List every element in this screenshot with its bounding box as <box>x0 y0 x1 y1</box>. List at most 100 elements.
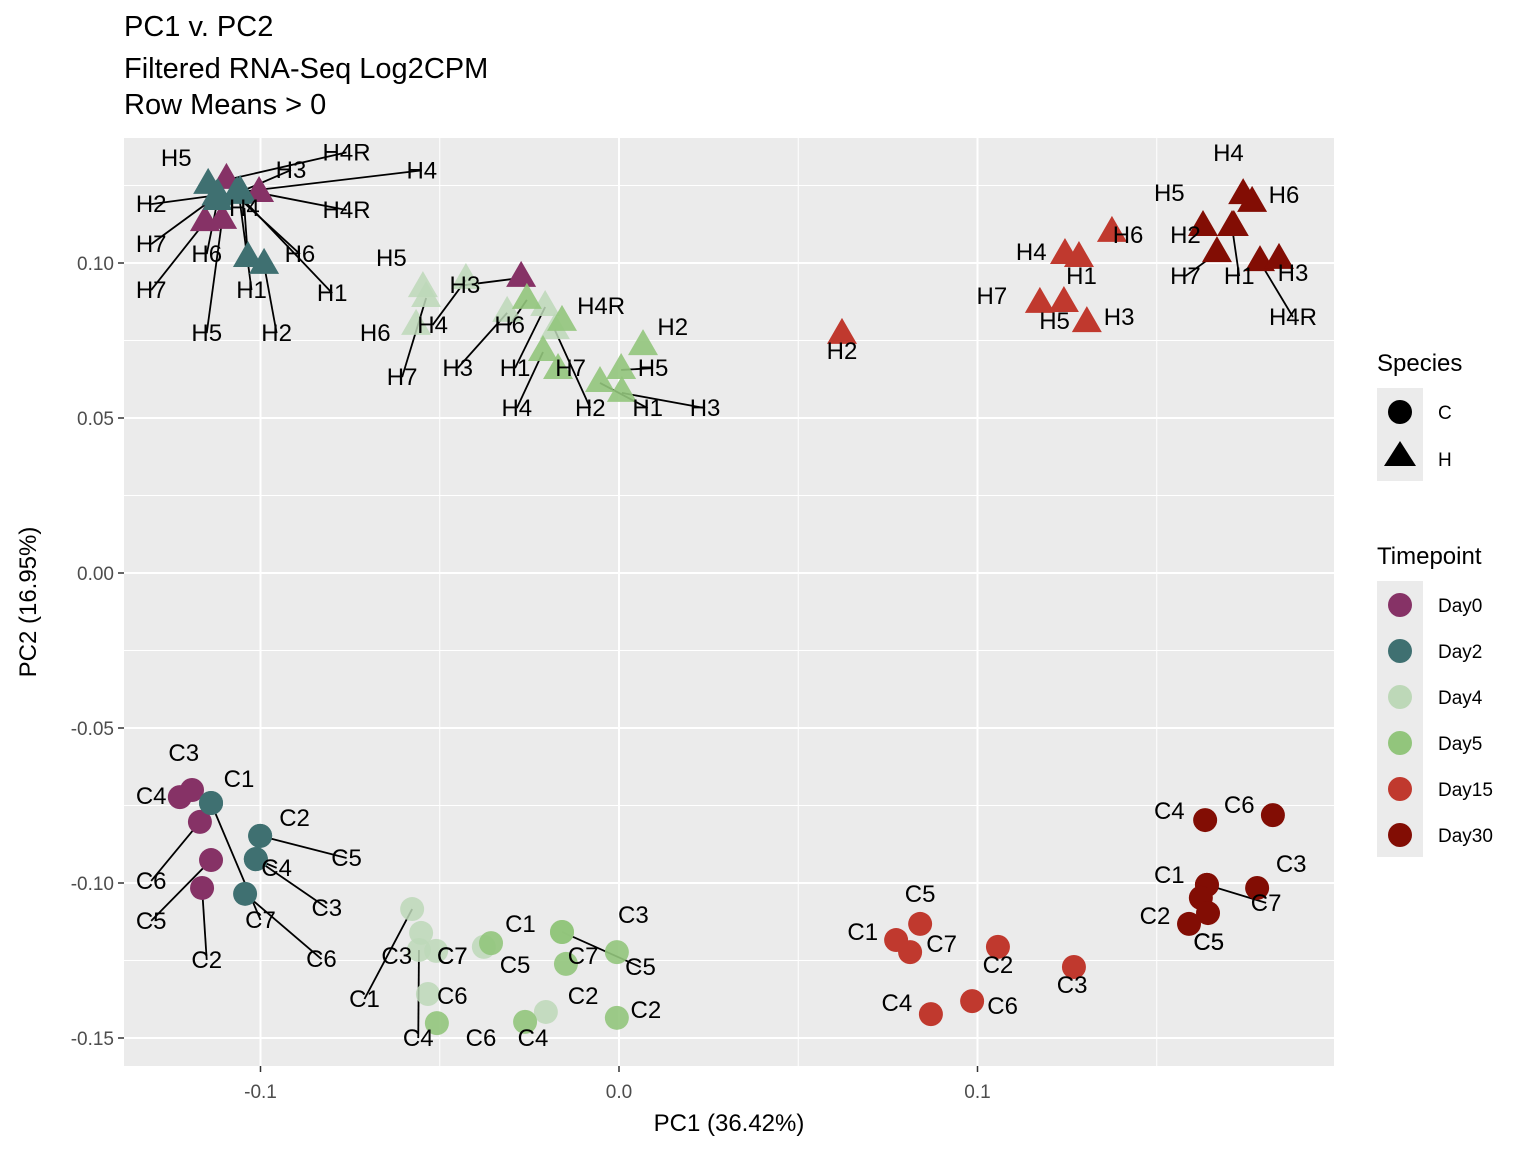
label-segment <box>244 893 323 960</box>
label-segment <box>150 821 201 882</box>
point-label: H3 <box>442 355 473 382</box>
point-day4-c4 <box>406 937 431 962</box>
point-day30-c6 <box>1260 803 1285 828</box>
point-label: H3 <box>276 157 307 184</box>
label-segment <box>238 194 253 291</box>
point-label: C7 <box>926 931 957 958</box>
point-day5-c5 <box>549 919 574 944</box>
legend-label-day4: Day4 <box>1438 688 1483 709</box>
point-label: H7 <box>1170 263 1201 290</box>
point-label: C1 <box>349 986 380 1013</box>
point-label: C1 <box>1154 862 1185 889</box>
point-label: H6 <box>285 241 316 268</box>
point-label: H2 <box>261 320 292 347</box>
label-segment <box>363 908 413 1000</box>
point-label: H6 <box>191 241 222 268</box>
label-segment <box>205 219 224 334</box>
point-label: C7 <box>437 943 468 970</box>
point-day5-c7 <box>479 931 504 956</box>
legend-key-day15-icon <box>1388 777 1412 801</box>
point-label: C5 <box>500 952 531 979</box>
point-day4-h4 <box>450 263 481 290</box>
y-tick-label: 0.10 <box>77 254 114 275</box>
point-day15-c2 <box>985 934 1010 959</box>
point-day2-h4 <box>232 241 263 268</box>
x-tick-label: -0.1 <box>244 1082 277 1103</box>
point-label: C7 <box>437 943 468 970</box>
point-day5-c7 <box>553 951 578 976</box>
major-gridlines <box>124 138 1334 1066</box>
point-label: C3 <box>311 895 342 922</box>
point-day15-h6 <box>1096 215 1127 242</box>
point-day2-c6 <box>233 881 258 906</box>
point-label: C5 <box>905 881 936 908</box>
point-label: C4 <box>518 1025 549 1052</box>
point-label: H2 <box>575 395 606 422</box>
label-segment <box>263 264 278 334</box>
point-day15-c4 <box>918 1002 943 1027</box>
point-day30-c2 <box>1177 911 1202 936</box>
x-tick-label: 0.0 <box>606 1082 632 1103</box>
point-label: C1 <box>224 766 255 793</box>
point-label: H5 <box>1154 180 1185 207</box>
point-label: C6 <box>136 868 167 895</box>
title-line-2: Filtered RNA-Seq Log2CPM <box>124 53 488 85</box>
x-tick-label: 0.1 <box>964 1082 990 1103</box>
point-day30-h7 <box>1201 236 1232 263</box>
point-day15-h1 <box>1063 241 1094 268</box>
point-day5-h6 <box>511 282 542 309</box>
legend-label-day2: Day2 <box>1438 642 1482 663</box>
legend-key-day2-icon <box>1388 639 1412 663</box>
point-day30-c4 <box>1193 808 1218 833</box>
point-label: C4 <box>403 1025 434 1052</box>
point-label: H4R <box>323 197 371 224</box>
point-label: C2 <box>983 952 1014 979</box>
point-label: H7 <box>136 277 167 304</box>
point-label: H1 <box>1066 263 1097 290</box>
point-label: C7 <box>245 907 276 934</box>
point-day30-h3 <box>1263 242 1294 269</box>
legend-species-h: H <box>1438 450 1452 471</box>
point-day30-h5 <box>1187 210 1218 237</box>
point-label: H4 <box>1016 239 1047 266</box>
label-segment <box>201 887 208 960</box>
point-day30-h1 <box>1217 210 1248 237</box>
point-label: H4 <box>229 195 260 222</box>
point-label: H2 <box>1170 222 1201 249</box>
label-segment <box>258 192 347 211</box>
point-day5-c3 <box>604 940 629 965</box>
point-label: H4 <box>501 395 532 422</box>
legend-timepoint: Timepoint Day0 Day2 Day4 Day5 Day15 Day30 <box>1377 543 1493 857</box>
legend-species-title: Species <box>1377 350 1462 377</box>
point-day4-h7 <box>411 281 442 308</box>
point-day15-c3 <box>1061 955 1086 980</box>
point-label: C2 <box>191 947 222 974</box>
point-day5-h2 <box>628 329 659 356</box>
point-day2-c5 <box>248 823 273 848</box>
point-day2-h6 <box>202 184 233 210</box>
legend-circle-icon <box>1388 400 1412 424</box>
point-day15-c5 <box>908 911 933 936</box>
plot-panel <box>124 138 1334 1066</box>
y-axis: 0.10 0.05 0.00 -0.05 -0.10 -0.15 <box>71 254 124 1050</box>
point-day5-h3 <box>606 375 637 402</box>
point-label: H5 <box>638 355 669 382</box>
legend-key-day4-icon <box>1388 685 1412 709</box>
point-day15-c7 <box>898 940 923 965</box>
y-tick-label: -0.05 <box>71 719 114 740</box>
point-day5-h4 <box>527 334 558 361</box>
point-label: C3 <box>1057 972 1088 999</box>
legend-key-day5-icon <box>1388 731 1412 755</box>
point-label: H6 <box>1269 182 1300 209</box>
point-label: H4 <box>1213 140 1244 167</box>
point-label: H2 <box>136 191 167 218</box>
legend-label-day5: Day5 <box>1438 734 1482 755</box>
label-segment <box>554 329 592 409</box>
point-day5-c2 <box>604 1005 629 1030</box>
point-label: C5 <box>625 954 656 981</box>
point-label: H3 <box>1278 260 1309 287</box>
y-tick-label: -0.10 <box>71 874 114 895</box>
point-day5-c6 <box>424 1011 449 1036</box>
point-label: C6 <box>1224 792 1255 819</box>
point-label: C2 <box>279 805 310 832</box>
